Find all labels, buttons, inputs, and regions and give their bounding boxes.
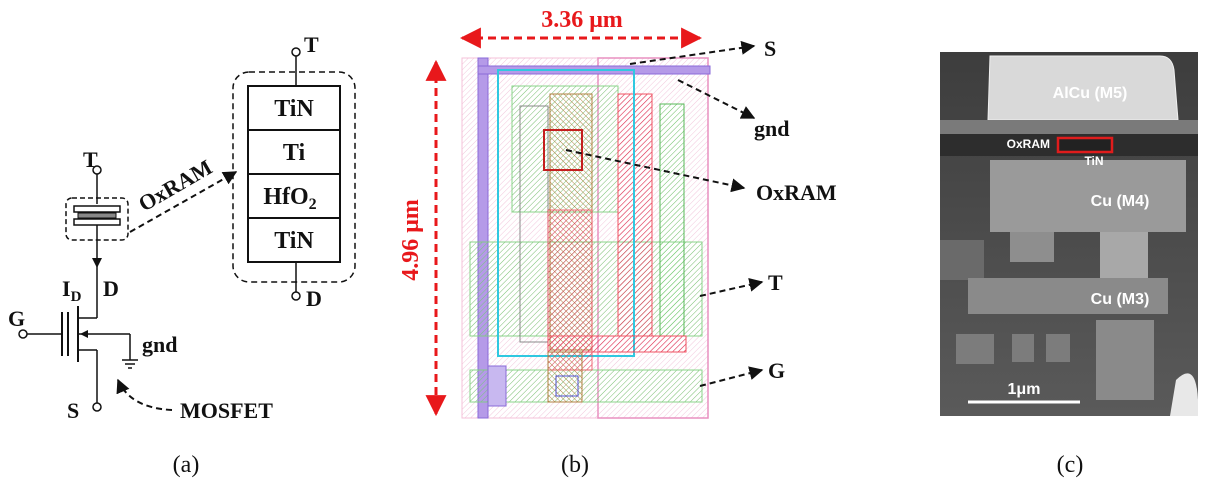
oxram-symbol-oxide — [77, 212, 117, 219]
width-dimension-label: 3.36 μm — [541, 7, 623, 33]
layout-t-label: T — [768, 270, 783, 295]
panel-a-schematic: T ID D G S gnd MOSFET — [8, 32, 356, 478]
gate-terminal — [18, 329, 28, 339]
stack-top-terminal — [291, 47, 301, 57]
caption-c: (c) — [1057, 452, 1084, 478]
caption-a: (a) — [173, 452, 200, 478]
stack-bottom-terminal — [291, 291, 301, 301]
layout-g-label: G — [768, 358, 785, 383]
sem-m5-layer — [987, 55, 1179, 121]
panel-c-sem-image: AlCu (M5) OxRAM TiN Cu (M4) Cu (M3) 1μm … — [940, 52, 1198, 478]
layout-layers — [461, 57, 711, 419]
stack-layer-3: HfO2 — [263, 184, 316, 213]
sem-m5-label: AlCu (M5) — [1053, 85, 1128, 102]
sem-scale-label: 1μm — [1008, 381, 1041, 398]
source-terminal — [92, 402, 102, 412]
gate-label: G — [8, 306, 25, 331]
source-label: S — [67, 398, 79, 423]
sem-tin-label: TiN — [1084, 154, 1103, 168]
current-label: ID — [62, 276, 82, 305]
oxram-symbol-top — [73, 205, 121, 213]
drain-label: D — [103, 276, 119, 301]
current-arrow-icon — [92, 258, 102, 268]
panel-b-layout: 3.36 μm 4.96 μm S gnd — [398, 7, 837, 478]
sem-m3-layer — [968, 278, 1168, 314]
layout-gnd-label: gnd — [754, 116, 789, 141]
sem-m4-label: Cu (M4) — [1091, 193, 1150, 210]
height-dimension-label: 4.96 μm — [398, 199, 424, 281]
sem-oxram-highlight — [1056, 136, 1114, 154]
sem-oxram-label: OxRAM — [1007, 137, 1050, 151]
stack-layer-2: Ti — [283, 140, 306, 166]
oxram-symbol-bottom — [73, 218, 121, 226]
stack-bottom-label: D — [306, 286, 322, 311]
layout-s-label: S — [764, 36, 776, 61]
caption-b: (b) — [561, 452, 589, 478]
gnd-label: gnd — [142, 332, 177, 357]
oxram-cell-highlight — [543, 129, 583, 171]
sem-m4-layer — [990, 160, 1186, 232]
layout-oxram-label: OxRAM — [756, 180, 837, 205]
stack-outline — [232, 71, 356, 283]
sem-m3-label: Cu (M3) — [1091, 291, 1150, 308]
stack-top-label: T — [304, 32, 319, 57]
stack-layer-4: TiN — [274, 228, 314, 254]
stack-layer-1: TiN — [274, 96, 314, 122]
mosfet-label: MOSFET — [180, 398, 273, 423]
oxram-top-label: T — [83, 147, 98, 172]
